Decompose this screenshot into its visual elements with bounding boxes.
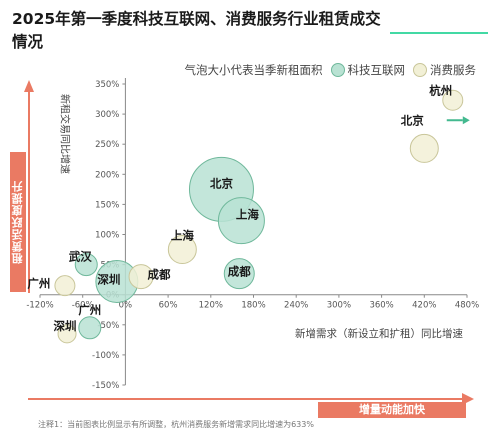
x-tick-label: 360% <box>369 301 393 311</box>
legend-item-consumer: 消费服务 <box>413 62 476 78</box>
bubble-label: 武汉 <box>69 250 92 264</box>
y-tick-label: 300% <box>95 110 119 120</box>
y-accent-arrowhead <box>24 80 34 92</box>
y-tick-label: 250% <box>95 140 119 150</box>
x-tick-label: 240% <box>284 301 308 311</box>
bubble <box>78 316 102 340</box>
bubble-label: 成都 <box>228 265 251 279</box>
legend: 气泡大小代表当季新租面积 科技互联网 消费服务 <box>184 62 476 78</box>
bubble-label: 北京 <box>210 176 233 190</box>
bubble-label: 深圳 <box>54 319 77 333</box>
bubble-label: 杭州 <box>429 83 452 97</box>
x-tick-label: 0% <box>119 301 133 311</box>
y-tick-label: 350% <box>95 80 119 90</box>
y-accent-strip <box>28 88 30 293</box>
x-tick-label: 120% <box>199 301 223 311</box>
legend-note: 气泡大小代表当季新租面积 <box>184 63 323 77</box>
bubble <box>128 264 154 290</box>
bubble <box>409 133 439 163</box>
y-tick-label: -100% <box>92 351 119 361</box>
bubble-label: 深圳 <box>97 272 120 286</box>
y-tick-label: -150% <box>92 381 119 391</box>
legend-swatch-consumer <box>413 63 427 77</box>
x-axis-title: 新增需求（新设立和扩租）同比增速 <box>295 327 463 340</box>
x-tick-label: 420% <box>412 301 436 311</box>
bubble <box>217 197 265 245</box>
chart-title: 2025年第一季度科技互联网、消费服务行业租赁成交情况 <box>12 10 381 51</box>
legend-item-tech: 科技互联网 <box>330 62 406 78</box>
bubble <box>223 258 255 290</box>
x-tick-label: -60% <box>72 301 94 311</box>
legend-swatch-tech <box>330 63 345 77</box>
x-side-tag: 增量动能加快 <box>318 402 466 418</box>
x-tick-label: 180% <box>241 301 265 311</box>
bubble-label: 上海 <box>171 229 194 243</box>
outlier-arrow-head <box>462 116 470 125</box>
bubble-label: 成都 <box>148 268 171 282</box>
y-tick-label: 100% <box>95 231 119 241</box>
bubble-label: 北京 <box>401 113 424 127</box>
bubble <box>74 253 98 277</box>
legend-label-consumer: 消费服务 <box>430 63 476 77</box>
bubble <box>54 275 76 297</box>
bubble-label: 广州 <box>27 277 50 291</box>
bubble-label: 上海 <box>236 208 259 222</box>
x-tick-label: 300% <box>327 301 351 311</box>
bubble <box>442 89 464 111</box>
x-tick-label: 60% <box>159 301 178 311</box>
legend-label-tech: 科技互联网 <box>347 63 406 77</box>
y-tick-label: 200% <box>95 170 119 180</box>
y-tick-label: 150% <box>95 200 119 210</box>
bubble <box>57 324 77 344</box>
x-tick-label: 480% <box>455 301 479 311</box>
y-tick-label: -50% <box>97 321 119 331</box>
footnote: 注释1：当前图表比例显示有所调整，杭州消费服务新增需求同比增速为633% <box>38 420 314 429</box>
bubble-label: 广州 <box>78 303 101 317</box>
y-axis-title: 新租交易同比增速 <box>58 94 71 174</box>
y-side-tag: 租赁活跃度提升 <box>10 152 26 292</box>
bubble <box>167 235 197 265</box>
x-accent-strip <box>28 398 466 400</box>
x-tick-label: -120% <box>26 301 53 311</box>
title-accent-line <box>390 32 488 34</box>
